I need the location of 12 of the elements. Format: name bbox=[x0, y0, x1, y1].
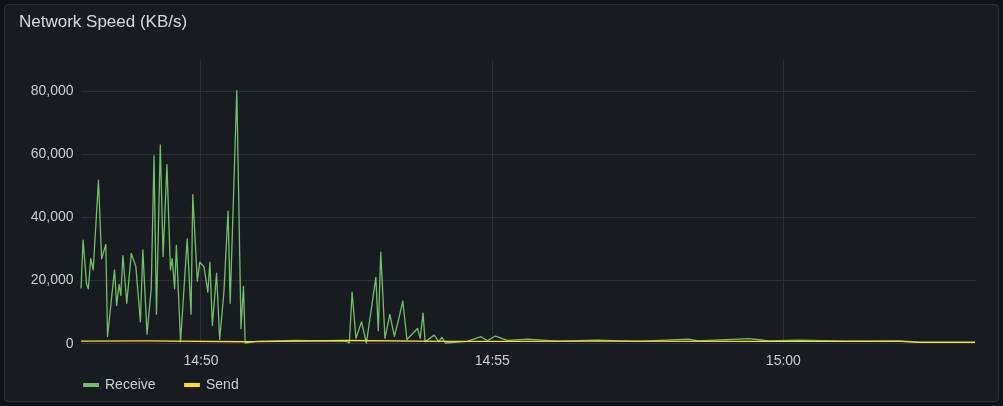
y-tick-label: 60,000 bbox=[30, 145, 74, 162]
x-tick-label: 15:00 bbox=[765, 351, 802, 368]
y-tick-label: 20,000 bbox=[30, 271, 74, 288]
y-tick-label: 80,000 bbox=[30, 82, 74, 99]
x-tick-label: 14:50 bbox=[183, 351, 219, 368]
chart-title: Network Speed (KB/s) bbox=[19, 12, 188, 31]
legend-label: Send bbox=[206, 376, 239, 392]
y-tick-label: 40,000 bbox=[30, 208, 74, 225]
x-tick-label: 14:55 bbox=[474, 351, 511, 368]
line-series bbox=[80, 89, 976, 344]
legend-label: Receive bbox=[105, 376, 156, 392]
y-tick-label: 0 bbox=[65, 334, 74, 351]
